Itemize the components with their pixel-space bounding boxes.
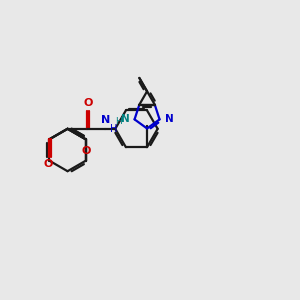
- Text: O: O: [43, 159, 52, 169]
- Text: O: O: [81, 146, 91, 156]
- Text: H: H: [110, 124, 117, 134]
- Text: N: N: [165, 114, 174, 124]
- Text: O: O: [83, 98, 93, 108]
- Text: H: H: [116, 117, 122, 126]
- Text: N: N: [100, 115, 110, 125]
- Text: N: N: [121, 114, 129, 124]
